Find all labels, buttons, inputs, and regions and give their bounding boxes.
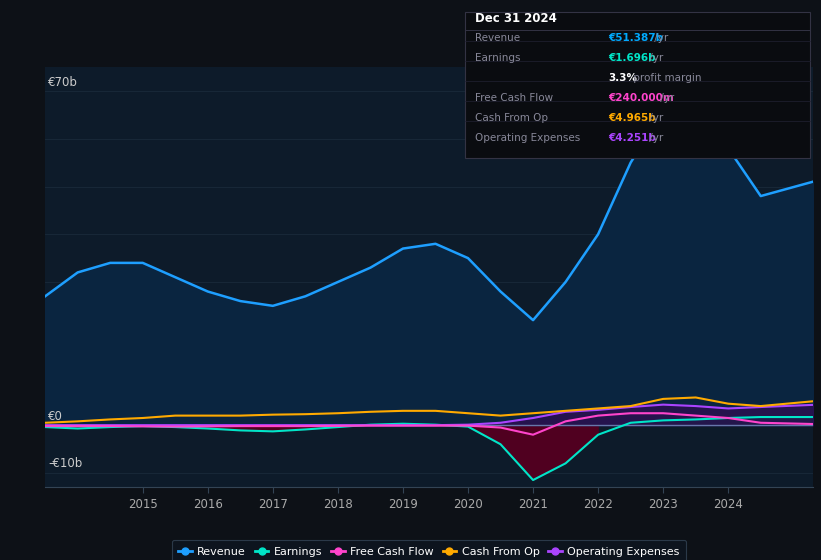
Text: €51.387b: €51.387b: [608, 33, 664, 43]
Legend: Revenue, Earnings, Free Cash Flow, Cash From Op, Operating Expenses: Revenue, Earnings, Free Cash Flow, Cash …: [172, 540, 686, 560]
Text: €4.965b: €4.965b: [608, 113, 657, 123]
Text: Revenue: Revenue: [475, 33, 520, 43]
Text: €240.000m: €240.000m: [608, 93, 674, 103]
Text: Free Cash Flow: Free Cash Flow: [475, 93, 553, 103]
Text: Dec 31 2024: Dec 31 2024: [475, 12, 557, 25]
Text: €4.251b: €4.251b: [608, 133, 657, 143]
Text: €0: €0: [48, 410, 63, 423]
Text: /yr: /yr: [646, 53, 663, 63]
Text: /yr: /yr: [646, 113, 663, 123]
Text: €70b: €70b: [48, 76, 78, 88]
Text: Earnings: Earnings: [475, 53, 521, 63]
Text: -€10b: -€10b: [48, 458, 83, 470]
Text: /yr: /yr: [646, 133, 663, 143]
Text: €1.696b: €1.696b: [608, 53, 656, 63]
Text: Operating Expenses: Operating Expenses: [475, 133, 580, 143]
Text: /yr: /yr: [651, 33, 668, 43]
Text: profit margin: profit margin: [630, 73, 701, 83]
Text: /yr: /yr: [657, 93, 674, 103]
Text: 3.3%: 3.3%: [608, 73, 638, 83]
Text: Cash From Op: Cash From Op: [475, 113, 548, 123]
